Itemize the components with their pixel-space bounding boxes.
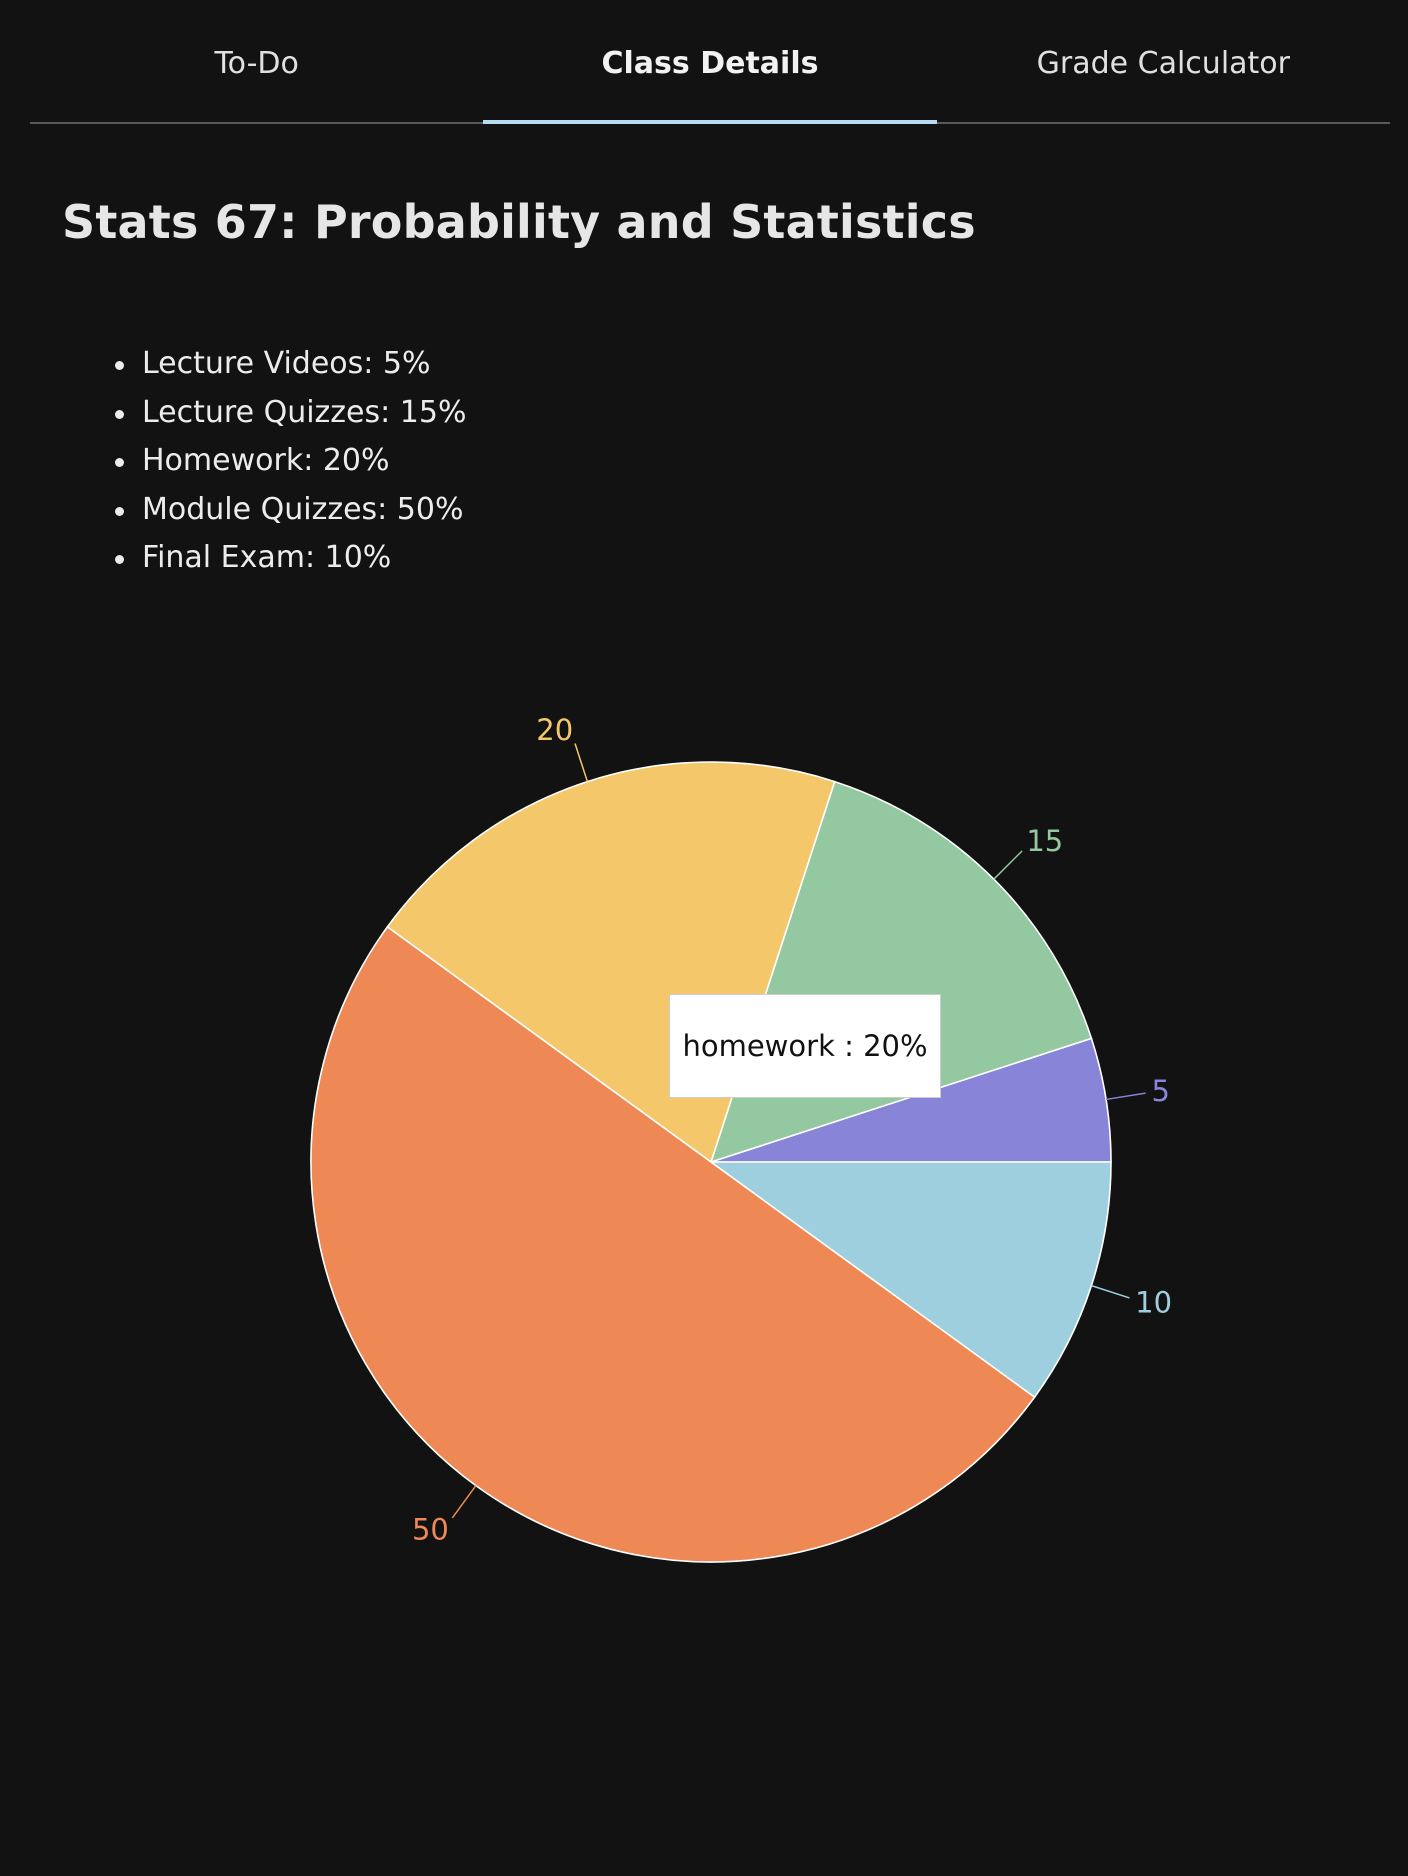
pie-label-line-lecture-videos bbox=[1105, 1092, 1146, 1101]
pie-data-label-final-exam: 10 bbox=[1135, 1285, 1172, 1319]
pie-data-label-homework: 20 bbox=[536, 713, 573, 747]
list-item: Final Exam: 10% bbox=[112, 534, 466, 583]
grade-weights-list: Lecture Videos: 5% Lecture Quizzes: 15% … bbox=[112, 340, 466, 583]
pie-chart: 5 15 20 50 10 bbox=[310, 713, 1172, 1563]
pie-data-label-lecture-videos: 5 bbox=[1152, 1074, 1170, 1108]
pie-data-label-module-quizzes: 50 bbox=[412, 1512, 449, 1546]
page-title: Stats 67: Probability and Statistics bbox=[62, 195, 976, 249]
tab-class-details[interactable]: Class Details bbox=[483, 0, 937, 124]
tab-bar: To-Do Class Details Grade Calculator bbox=[30, 0, 1390, 124]
list-item: Homework: 20% bbox=[112, 437, 466, 486]
tab-to-do[interactable]: To-Do bbox=[214, 45, 299, 81]
pie-label-line-homework bbox=[574, 743, 589, 782]
tab-grade-calculator[interactable]: Grade Calculator bbox=[1036, 45, 1290, 81]
pie-label-line-lecture-quizzes bbox=[993, 850, 1023, 880]
list-item: Module Quizzes: 50% bbox=[112, 486, 466, 535]
pie-data-label-lecture-quizzes: 15 bbox=[1026, 824, 1063, 858]
chart-tooltip: homework : 20% bbox=[669, 994, 941, 1098]
pie-label-line-module-quizzes bbox=[451, 1485, 477, 1519]
pie-label-line-final-exam bbox=[1091, 1284, 1130, 1299]
list-item: Lecture Quizzes: 15% bbox=[112, 389, 466, 438]
list-item: Lecture Videos: 5% bbox=[112, 340, 466, 389]
grade-weights-chart: 5 15 20 50 10 bbox=[0, 660, 1408, 1620]
